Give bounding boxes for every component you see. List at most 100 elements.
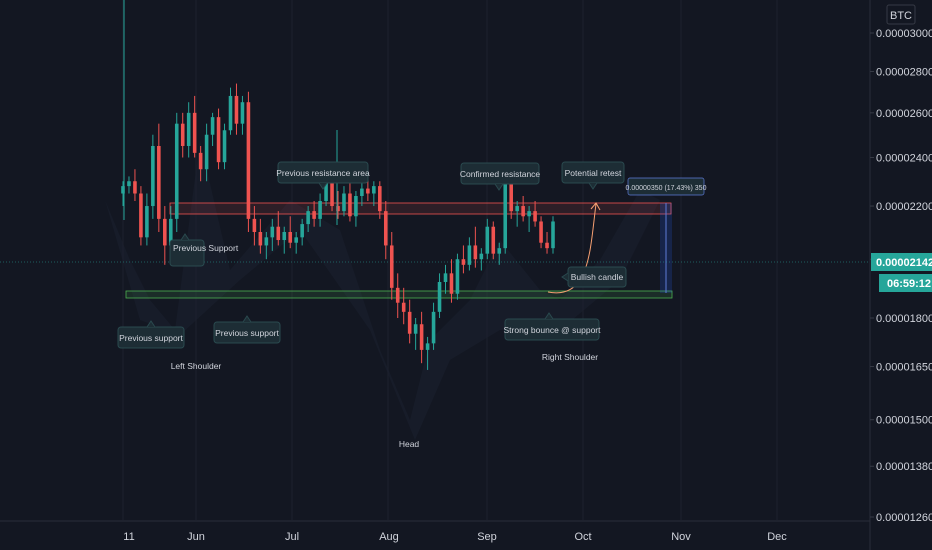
candle-body bbox=[431, 311, 436, 344]
y-tick-label: 0.00002400 bbox=[876, 152, 932, 164]
candle-body bbox=[401, 302, 406, 312]
candle-body bbox=[467, 245, 472, 265]
candle bbox=[473, 226, 478, 268]
candle-body bbox=[491, 226, 496, 254]
x-tick-label: Aug bbox=[379, 531, 399, 543]
last-price-badge: 0.00002142 bbox=[871, 253, 932, 271]
candle-body bbox=[378, 186, 382, 212]
candle bbox=[425, 336, 430, 370]
candle bbox=[157, 123, 161, 232]
candle bbox=[145, 193, 149, 246]
label-previous-support-1: Previous support bbox=[119, 333, 183, 343]
candle-body bbox=[533, 211, 537, 222]
candle bbox=[121, 181, 125, 207]
candle bbox=[413, 318, 418, 350]
candle bbox=[497, 242, 502, 265]
y-tick-label: 0.00001260 bbox=[876, 512, 932, 524]
last-price-label: 0.00002142 bbox=[876, 257, 932, 269]
candle-body bbox=[425, 343, 430, 350]
callout-confirmed-resistance[interactable]: Confirmed resistance bbox=[460, 162, 541, 191]
candle bbox=[383, 200, 388, 260]
label-previous-resistance: Previous resistance area bbox=[276, 168, 370, 178]
candle bbox=[533, 200, 537, 227]
candle-body bbox=[145, 206, 149, 238]
candle bbox=[389, 231, 394, 300]
callout-potential-retest[interactable]: Potential retest bbox=[561, 161, 625, 190]
candle-body bbox=[246, 102, 251, 219]
candle-body bbox=[413, 324, 418, 334]
candle bbox=[485, 218, 490, 260]
candle bbox=[360, 181, 364, 207]
callout-strong-bounce[interactable]: Strong bounce @ support bbox=[504, 312, 602, 341]
candle bbox=[354, 191, 358, 227]
candle bbox=[479, 248, 484, 271]
candle-body bbox=[515, 206, 519, 212]
candle-body bbox=[204, 134, 209, 170]
candle-body bbox=[545, 242, 549, 249]
candle-body bbox=[252, 218, 257, 232]
candle bbox=[318, 193, 322, 227]
candle bbox=[234, 83, 239, 135]
x-tick-label: Jun bbox=[187, 531, 205, 543]
candle-body bbox=[479, 253, 484, 260]
candle-body bbox=[306, 211, 310, 225]
candles bbox=[121, 83, 555, 370]
candle bbox=[258, 218, 263, 254]
candle bbox=[449, 259, 454, 303]
callout-previous-support-2[interactable]: Previous support bbox=[213, 315, 281, 344]
candle bbox=[372, 181, 376, 207]
callout-previous-support-top[interactable]: Previous Support bbox=[169, 233, 239, 267]
candle bbox=[312, 200, 316, 227]
callout-previous-resistance[interactable]: Previous resistance area bbox=[276, 161, 370, 190]
resistance-zone bbox=[169, 202, 672, 215]
candle bbox=[545, 231, 549, 254]
measure-label: 0.00000350 (17.43%) 350 bbox=[626, 185, 707, 192]
candle bbox=[551, 216, 555, 254]
y-tick-label: 0.00003000 bbox=[876, 28, 932, 40]
candle bbox=[276, 211, 281, 246]
candle-body bbox=[473, 245, 478, 260]
candle bbox=[222, 123, 227, 170]
callout-bullish-candle[interactable]: Bullish candle bbox=[561, 266, 627, 288]
candle-body bbox=[282, 231, 287, 241]
callout-previous-support-1[interactable]: Previous support bbox=[117, 320, 185, 349]
candle bbox=[336, 191, 340, 219]
candle-body bbox=[270, 226, 275, 238]
candle bbox=[186, 102, 191, 158]
candle-body bbox=[360, 188, 364, 196]
candle bbox=[127, 176, 131, 194]
candle-body bbox=[366, 188, 370, 194]
candle-body bbox=[180, 123, 185, 146]
x-tick-label: Dec bbox=[767, 531, 787, 543]
candle bbox=[395, 273, 400, 319]
x-tick-label: Nov bbox=[671, 531, 691, 543]
candle-body bbox=[503, 176, 508, 249]
candle-body bbox=[497, 248, 502, 254]
candle bbox=[192, 95, 197, 158]
candle bbox=[378, 181, 382, 219]
candle-body bbox=[330, 176, 334, 207]
candle-body bbox=[324, 176, 328, 201]
candle bbox=[348, 181, 352, 222]
y-tick-label: 0.00002800 bbox=[876, 66, 932, 78]
candle bbox=[300, 218, 304, 246]
y-tick-label: 0.00002200 bbox=[876, 201, 932, 213]
candle-body bbox=[539, 221, 543, 243]
candle bbox=[198, 145, 203, 182]
candle-body bbox=[210, 117, 215, 135]
candle-body bbox=[139, 193, 143, 238]
y-tick-label: 0.00001500 bbox=[876, 415, 932, 427]
x-tick-label: Sep bbox=[477, 531, 497, 543]
price-axis[interactable]: BTC 0.00003000 0.00002800 0.00002600 0.0000… bbox=[870, 4, 932, 524]
candle-body bbox=[174, 123, 179, 219]
candle bbox=[252, 206, 257, 246]
candle-body bbox=[264, 237, 269, 246]
candle bbox=[431, 302, 436, 350]
candle-body bbox=[234, 95, 239, 124]
candle bbox=[401, 287, 406, 325]
candle-body bbox=[258, 231, 263, 246]
candle bbox=[467, 237, 472, 271]
time-axis[interactable]: 11 Jun Jul Aug Sep Oct Nov Dec bbox=[123, 531, 787, 543]
candle-body bbox=[437, 281, 442, 312]
candle-body bbox=[288, 231, 293, 243]
